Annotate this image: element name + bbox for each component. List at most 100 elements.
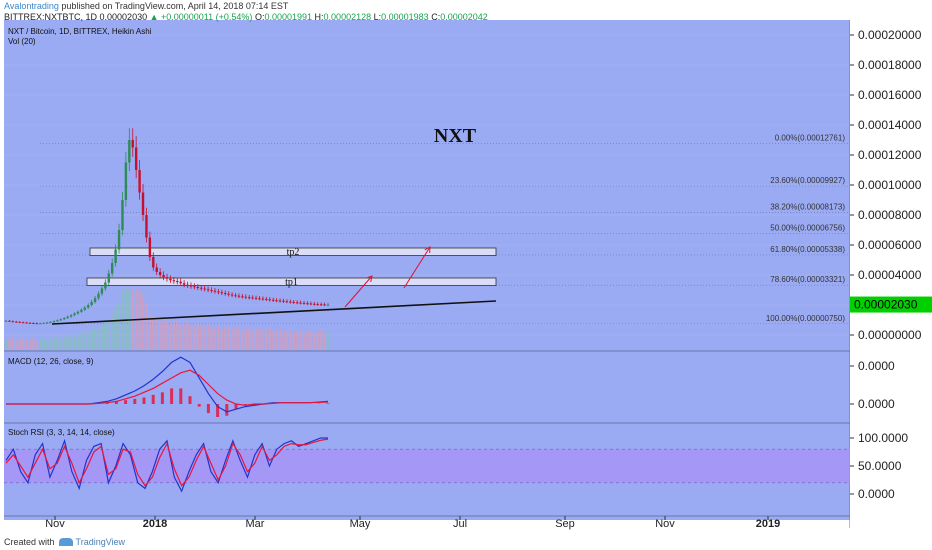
volume-bar [76, 336, 80, 350]
author-link[interactable]: Avalontrading [4, 1, 59, 11]
volume-bar [265, 329, 268, 350]
volume-bar [152, 317, 155, 350]
volume-bar [162, 320, 165, 350]
target-zone [86, 277, 497, 286]
candle-body [32, 323, 35, 324]
stoch-rsi-panel: 100.0000 50.0000 0.0000 [4, 431, 908, 501]
candle-body [323, 304, 326, 306]
target-arrows [344, 246, 431, 308]
fib-label: 61.80%(0.00005338) [770, 245, 845, 254]
volume-bar [313, 333, 316, 350]
macd-histogram-bar [114, 401, 118, 404]
candle-body [309, 303, 313, 305]
candle-body [230, 294, 234, 296]
volume-bar [193, 324, 196, 350]
candle-body [18, 321, 21, 323]
macd-panel-title: MACD (12, 26, close, 9) [8, 357, 94, 366]
volume-bar [107, 321, 110, 350]
created-with: Created with [4, 537, 55, 547]
candle-body [8, 320, 11, 322]
x-tick-label: Nov [45, 518, 65, 530]
volume-bar [32, 337, 35, 350]
macd-histogram-bar [170, 388, 174, 404]
volume-bar [241, 330, 244, 350]
volume-bar [69, 336, 73, 350]
open-label: O: [254, 12, 265, 22]
volume-bar [248, 327, 251, 350]
volume-bar [220, 329, 224, 350]
candle-body [169, 278, 172, 281]
open-value: 0.00001991 [264, 12, 313, 22]
chart-annotation: NXT [434, 125, 477, 147]
volume-bar [15, 340, 18, 350]
panel-dividers [4, 20, 932, 528]
macd-histogram-bar [216, 404, 220, 417]
candle-body [213, 290, 217, 292]
candle-body [251, 297, 254, 299]
volume-bar [145, 303, 148, 350]
volume-bar [66, 338, 69, 350]
tradingview-cloud-icon [58, 538, 73, 546]
volume-bar [42, 337, 45, 350]
close-label: C: [431, 12, 441, 22]
macd-histogram-bar [124, 400, 128, 404]
macd-histogram-bar [225, 404, 229, 416]
volume-bar [196, 323, 200, 350]
volume-bar [213, 326, 217, 350]
candle-body [220, 292, 224, 294]
volume-bar [268, 327, 271, 350]
arrow-head [424, 246, 431, 254]
volume-bars [4, 290, 330, 350]
high-label: H: [314, 12, 324, 22]
volume-bar [275, 330, 278, 350]
stoch-k-line [5, 437, 328, 493]
candle-body [292, 302, 295, 303]
macd-histogram-bar [151, 394, 155, 404]
candle-body [117, 230, 121, 250]
volume-bar [282, 332, 285, 350]
volume-bar [227, 325, 230, 350]
candle-body [59, 319, 63, 321]
candle-body [66, 316, 69, 319]
candle-body [206, 289, 210, 291]
macd-histogram-bar [243, 404, 247, 406]
candle-body [271, 299, 275, 301]
volume-bar [326, 331, 330, 350]
trendline[interactable] [51, 300, 497, 325]
y-tick-label: 0.00020000 [858, 28, 922, 42]
last-price-label: 0.00002030 [854, 298, 918, 312]
macd-histogram-bar [160, 392, 164, 404]
candle-body [145, 215, 148, 238]
low-value: 0.00001983 [381, 12, 429, 22]
candle-body [141, 192, 145, 215]
volume-bar [110, 315, 114, 350]
volume-bar [52, 336, 56, 350]
candle-body [278, 300, 282, 302]
volume-bar [210, 328, 213, 350]
candle-body [237, 295, 241, 297]
volume-bar [172, 322, 176, 350]
macd-histogram-bar [142, 397, 146, 404]
macd-histogram-bar [326, 403, 330, 404]
fib-label: 38.20%(0.00008173) [770, 202, 845, 211]
volume-bar [148, 314, 152, 350]
fib-label: 50.00%(0.00006756) [770, 224, 845, 233]
candle-body [186, 284, 189, 286]
volume-bar [319, 329, 323, 350]
candle-body [179, 281, 182, 284]
ohlc-line: BITTREX:NXTBTC, 1D 0.00002030 ▲ +0.00000… [4, 12, 488, 23]
y-tick-label: 0.00018000 [858, 58, 922, 72]
low-label: L: [373, 12, 382, 22]
tradingview-logo[interactable]: TradingView [58, 537, 125, 547]
candle-body [131, 140, 134, 148]
volume-bar [155, 316, 158, 350]
axes: 0.000000000.000020000.000040000.00006000… [45, 28, 932, 530]
volume-bar [179, 325, 182, 350]
publish-line: Avalontrading published on TradingView.c… [4, 1, 288, 12]
candle-body [138, 170, 141, 193]
candle-body [285, 301, 289, 303]
volume-bar [224, 327, 227, 350]
rsi-band [4, 449, 850, 483]
candle-body [248, 297, 251, 299]
volume-bar [63, 335, 66, 350]
